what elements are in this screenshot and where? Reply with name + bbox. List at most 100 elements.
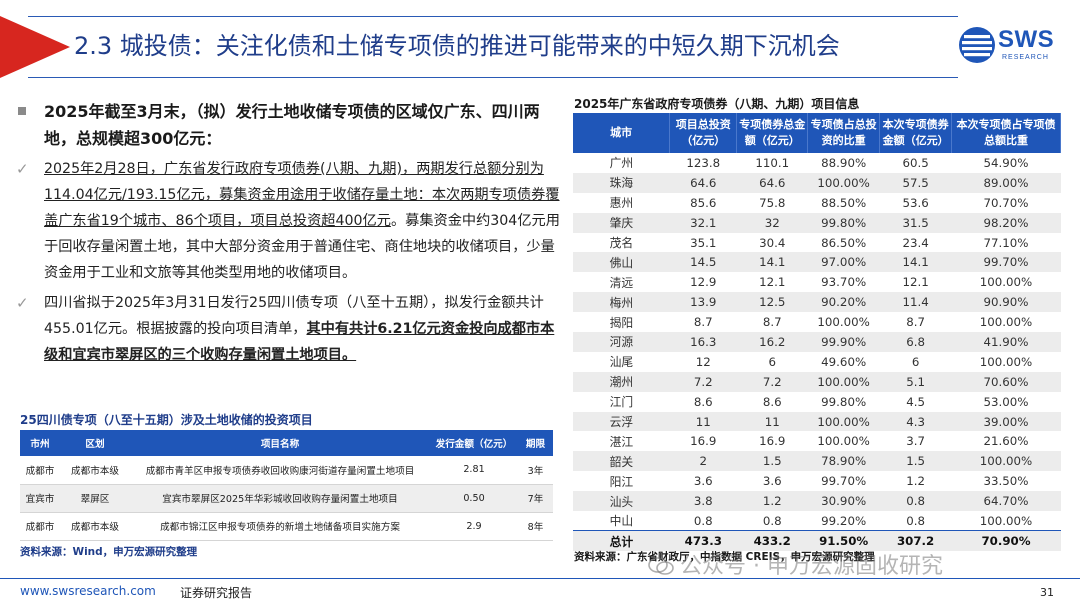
- table-cell: 6: [879, 351, 952, 372]
- table-cell: 21.60%: [951, 431, 1061, 452]
- city-cell: 清远: [573, 272, 670, 293]
- table-row: 茂名 35.1 30.4 86.50% 23.4 77.10%: [573, 232, 1061, 253]
- table-cell: 85.6: [669, 192, 737, 213]
- total-cell: 总计: [573, 530, 670, 551]
- table-cell: 70.70%: [951, 192, 1061, 213]
- table-cell: 14.1: [879, 252, 952, 273]
- total-cell: 307.2: [879, 530, 952, 551]
- logo-subtext: RESEARCH: [1002, 54, 1049, 61]
- table-row: 江门 8.6 8.6 99.80% 4.5 53.00%: [573, 391, 1061, 412]
- table-cell: 3.6: [736, 471, 808, 492]
- table-cell: 12.5: [736, 292, 808, 313]
- table-cell: 12.1: [879, 272, 952, 293]
- total-cell: 91.50%: [807, 530, 880, 551]
- table-row: 成都市 成都市本级 成都市青羊区申报专项债券收回收购康河街道存量闲置土地项目 2…: [20, 456, 553, 485]
- table-row: 清远 12.9 12.1 93.70% 12.1 100.00%: [573, 272, 1061, 293]
- table-row: 肇庆 32.1 32 99.80% 31.5 98.20%: [573, 212, 1061, 233]
- table-cell: 16.3: [669, 332, 737, 352]
- checkmark-icon: ✓: [16, 160, 29, 178]
- table-cell: 0.50: [430, 484, 518, 513]
- table-cell: 2.81: [430, 456, 518, 485]
- table-row: 湛江 16.9 16.9 100.00% 3.7 21.60%: [573, 431, 1061, 452]
- table-cell: 14.1: [736, 252, 808, 273]
- table-cell: 100.00%: [807, 411, 880, 432]
- table-cell: 成都市: [20, 456, 60, 485]
- table-cell: 64.6: [669, 172, 737, 193]
- table-row: 揭阳 8.7 8.7 100.00% 8.7 100.00%: [573, 312, 1061, 333]
- table-row: 河源 16.3 16.2 99.90% 6.8 41.90%: [573, 332, 1061, 352]
- table-cell: 1.2: [736, 491, 808, 512]
- table-cell: 99.80%: [807, 212, 880, 233]
- watermark: 公众号 · 申万宏源固收研究: [640, 548, 943, 580]
- table-cell: 97.00%: [807, 252, 880, 273]
- table-cell: 6: [736, 351, 808, 372]
- table-cell: 30.4: [736, 232, 808, 253]
- sichuan-projects-table: 市州 区划 项目名称 发行金额（亿元） 期限 成都市 成都市本级 成都市青羊区申…: [20, 430, 553, 541]
- table-row: 中山 0.8 0.8 99.20% 0.8 100.00%: [573, 511, 1061, 531]
- table-cell: 39.00%: [951, 411, 1061, 432]
- table-cell: 99.20%: [807, 511, 880, 531]
- title-band: [28, 16, 958, 78]
- table-cell: 12.1: [736, 272, 808, 293]
- table-cell: 100.00%: [807, 312, 880, 333]
- table-cell: 8.7: [879, 312, 952, 333]
- table-cell: 11: [669, 411, 737, 432]
- city-cell: 佛山: [573, 252, 670, 273]
- table-cell: 41.90%: [951, 332, 1061, 352]
- table-cell: 成都市青羊区申报专项债券收回收购康河街道存量闲置土地项目: [130, 456, 430, 485]
- sichuan-table-title: 25四川债专项（八至十五期）涉及土地收储的投资项目: [20, 413, 313, 427]
- guangdong-text: 。募集资金中约304亿元用于回收存量闲置土地，其中大部分资金用于普通住宅、商住地…: [44, 213, 560, 281]
- city-cell: 肇庆: [573, 212, 670, 233]
- table-cell: 12.9: [669, 272, 737, 293]
- table-cell: 99.90%: [807, 332, 880, 352]
- footer-divider: [0, 578, 1080, 579]
- table-cell: 0.8: [736, 511, 808, 531]
- table-cell: 16.9: [669, 431, 737, 452]
- table-cell: 64.6: [736, 172, 808, 193]
- guangdong-bonds-table: 城市 项目总投资（亿元） 专项债券总金额（亿元） 专项债占总投资的比重 本次专项…: [573, 113, 1061, 551]
- column-header: 本次专项债券金额（亿元）: [879, 113, 953, 153]
- table-cell: 32: [736, 212, 808, 233]
- table-cell: 8.6: [669, 391, 737, 412]
- table-cell: 30.90%: [807, 491, 880, 512]
- column-header: 市州: [20, 430, 60, 456]
- table-row: 宜宾市 翠屏区 宜宾市翠屏区2025年华彩城收回收购存量闲置土地项目 0.50 …: [20, 484, 553, 513]
- table-row: 佛山 14.5 14.1 97.00% 14.1 99.70%: [573, 252, 1061, 273]
- table-cell: 7.2: [669, 371, 737, 392]
- table-cell: 0.8: [879, 511, 952, 531]
- table-cell: 31.5: [879, 212, 952, 233]
- table-cell: 8年: [518, 512, 553, 541]
- column-header: 城市: [573, 113, 671, 153]
- sws-logo: SWS RESEARCH: [958, 22, 1068, 68]
- table-cell: 4.5: [879, 391, 952, 412]
- city-cell: 汕头: [573, 491, 670, 512]
- column-header: 专项债占总投资的比重: [807, 113, 881, 153]
- table-row: 珠海 64.6 64.6 100.00% 57.5 89.00%: [573, 172, 1061, 193]
- table-cell: 110.1: [736, 153, 808, 173]
- sichuan-highlight-text: 其中有共计6.21亿元资金投向成都市本级和宜宾市翠屏区的三个收购存量闲置土地项目…: [44, 321, 555, 363]
- city-cell: 河源: [573, 332, 670, 352]
- city-cell: 阳江: [573, 471, 670, 492]
- table-row: 云浮 11 11 100.00% 4.3 39.00%: [573, 411, 1061, 432]
- city-cell: 湛江: [573, 431, 670, 452]
- page-number: 31: [1040, 586, 1054, 599]
- table-cell: 8.7: [736, 312, 808, 333]
- source-note-left: 资料来源：Wind，申万宏源研究整理: [20, 546, 198, 558]
- table-cell: 64.70%: [951, 491, 1061, 512]
- city-cell: 江门: [573, 391, 670, 412]
- table-cell: 3.7: [879, 431, 952, 452]
- footer-website-link[interactable]: www.swsresearch.com: [20, 584, 156, 598]
- table-cell: 54.90%: [951, 153, 1061, 173]
- table-cell: 33.50%: [951, 471, 1061, 492]
- table-row: 惠州 85.6 75.8 88.50% 53.6 70.70%: [573, 192, 1061, 213]
- column-header: 专项债券总金额（亿元）: [736, 113, 809, 153]
- table-cell: 100.00%: [951, 511, 1061, 531]
- table-cell: 4.3: [879, 411, 952, 432]
- table-cell: 100.00%: [951, 272, 1061, 293]
- table-cell: 3.6: [669, 471, 737, 492]
- table-cell: 23.4: [879, 232, 952, 253]
- table-cell: 99.70%: [807, 471, 880, 492]
- sichuan-paragraph: ✓ 四川省拟于2025年3月31日发行25四川债专项（八至十五期），拟发行金额共…: [14, 290, 562, 368]
- table-cell: 2.9: [430, 512, 518, 541]
- table-cell: 7年: [518, 484, 553, 513]
